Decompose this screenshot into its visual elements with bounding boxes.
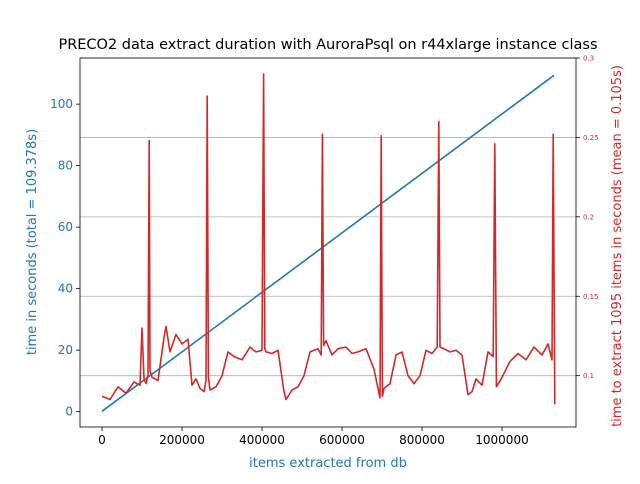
y-axis-left: 0 20 40 60 80 100	[50, 97, 80, 419]
y-axis-left-label: time in seconds (total = 109.378s)	[25, 129, 40, 355]
y-right-tick-label: 0.1	[583, 372, 594, 380]
y-left-tick-label: 100	[50, 97, 73, 111]
y-axis-right-label: time to extract 1095 items in seconds (m…	[610, 65, 625, 427]
cumulative-time-line	[101, 74, 555, 412]
x-tick-label: 600000	[319, 433, 365, 447]
y-right-tick-label: 0.3	[583, 55, 594, 63]
x-axis: 0 200000 400000 600000 800000 1000000	[98, 427, 529, 447]
y-left-tick-label: 20	[58, 343, 73, 357]
x-tick-label: 800000	[399, 433, 445, 447]
plot-frame	[79, 57, 577, 428]
y-right-tick-label: 0.15	[583, 293, 599, 301]
x-tick-label: 0	[98, 433, 106, 447]
y-left-tick-label: 40	[58, 282, 73, 296]
chart-title: PRECO2 data extract duration with Aurora…	[58, 37, 597, 53]
y-right-tick-label: 0.25	[583, 134, 599, 142]
x-tick-label: 200000	[159, 433, 205, 447]
y-axis-right: 0.1 0.15 0.2 0.25 0.3	[576, 55, 599, 380]
series-lines	[101, 73, 556, 412]
gridlines	[80, 57, 576, 377]
y-left-tick-label: 80	[58, 159, 73, 173]
per-batch-time-line	[101, 73, 556, 405]
x-tick-label: 400000	[239, 433, 285, 447]
x-tick-label: 1000000	[475, 433, 528, 447]
x-axis-label: items extracted from db	[249, 456, 407, 471]
y-right-tick-label: 0.2	[583, 213, 594, 221]
y-left-tick-label: 0	[65, 405, 73, 419]
y-left-tick-label: 60	[58, 220, 73, 234]
